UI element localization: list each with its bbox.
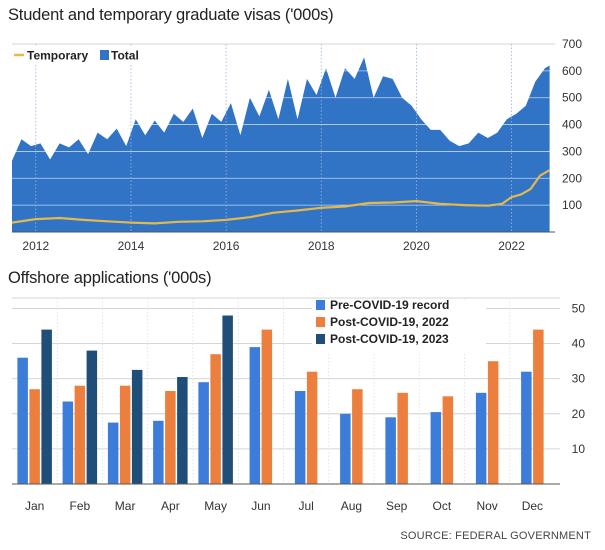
bar-feb-series-1 (62, 401, 74, 484)
bar-sep-series-1 (385, 417, 396, 484)
x-tick-label: Aug (341, 499, 362, 513)
y-tick-label: 50 (572, 302, 586, 316)
y-tick-label: 40 (572, 337, 586, 351)
visas-area-chart: 100 200 300 400 500 600 700 2012 2014 2016 2018 202… (11, 37, 582, 253)
y-tick-label: 700 (562, 37, 582, 51)
temporary-line (11, 169, 551, 225)
x-tick-label: 2018 (308, 239, 335, 253)
bar-feb-series-2 (74, 385, 86, 484)
bar-aug-series-1 (340, 413, 351, 484)
bar-jun-series-1 (249, 347, 261, 484)
x-tick-label: Sep (386, 499, 408, 513)
bar-may-series-1 (198, 382, 209, 484)
y-tick-label: 20 (572, 407, 586, 421)
x-tick-label: Nov (476, 499, 497, 513)
legend-label-total: Total (111, 49, 139, 63)
bar-jul-series-1 (294, 391, 306, 484)
x-tick-label: Oct (433, 499, 452, 513)
y-tick-label: 10 (572, 442, 586, 456)
x-tick-label: 2012 (22, 239, 49, 253)
legend-swatch-series-1 (316, 300, 325, 310)
bar-oct-series-1 (430, 412, 442, 484)
x-tick-label: 2014 (118, 239, 145, 253)
legend-label-series-2: Post-COVID-19, 2022 (330, 315, 449, 329)
bar-mar-series-1 (107, 422, 119, 484)
bar-jul-series-2 (306, 371, 318, 484)
x-tick-label: May (204, 499, 227, 513)
x-tick-label: 2020 (403, 239, 430, 253)
bar-jun-series-2 (261, 329, 273, 484)
chart-title-offshore: Offshore applications ('000s) (8, 269, 212, 287)
legend-label-series-1: Pre-COVID-19 record (330, 298, 449, 312)
y-tick-label: 100 (562, 198, 582, 212)
bar-jan-series-2 (29, 389, 40, 484)
bar-sep-series-2 (397, 392, 408, 484)
y-tick-label: 600 (562, 64, 582, 78)
bar-nov-series-2 (487, 361, 499, 484)
x-tick-label: Jan (25, 499, 44, 513)
bar-jan-series-3 (41, 329, 52, 484)
chart-title-visas: Student and temporary graduate visas ('0… (8, 6, 334, 24)
x-tick-label: Dec (522, 499, 543, 513)
y-tick-label: 300 (562, 144, 582, 158)
x-tick-label: Mar (115, 499, 136, 513)
x-tick-label: Jul (298, 499, 313, 513)
bar-nov-series-1 (475, 392, 487, 484)
bar-oct-series-2 (442, 396, 454, 484)
x-tick-label: 2016 (213, 239, 240, 253)
legend-swatch-series-2 (316, 317, 325, 327)
bar-jan-series-1 (17, 357, 28, 484)
total-area (12, 57, 550, 233)
x-tick-label: Feb (70, 499, 91, 513)
bar-may-series-2 (210, 354, 221, 484)
legend-swatch-series-3 (316, 334, 325, 344)
source-note: SOURCE: FEDERAL GOVERNMENT (400, 530, 591, 542)
bar-apr-series-2 (165, 391, 176, 484)
bar-apr-series-3 (177, 377, 188, 484)
bar-aug-series-2 (352, 389, 363, 484)
bar-apr-series-1 (153, 420, 164, 484)
x-tick-label: 2022 (498, 239, 525, 253)
bar-may-series-3 (222, 315, 233, 484)
legend-background (312, 300, 486, 354)
bar-dec-series-2 (533, 329, 544, 484)
y-tick-label: 30 (572, 372, 586, 386)
bar-mar-series-3 (131, 369, 143, 484)
y-tick-label: 400 (562, 118, 582, 132)
bar-mar-series-2 (119, 385, 131, 484)
legend-label-series-3: Post-COVID-19, 2023 (330, 332, 449, 346)
x-tick-label: Jun (251, 499, 270, 513)
legend-background (12, 47, 152, 63)
legend-swatch-total (100, 50, 109, 60)
bar-feb-series-3 (86, 350, 98, 484)
x-tick-label: Apr (161, 499, 180, 513)
y-tick-label: 200 (562, 171, 582, 185)
legend-label-temporary: Temporary (27, 49, 88, 63)
y-tick-label: 500 (562, 91, 582, 105)
bar-dec-series-1 (521, 371, 532, 484)
